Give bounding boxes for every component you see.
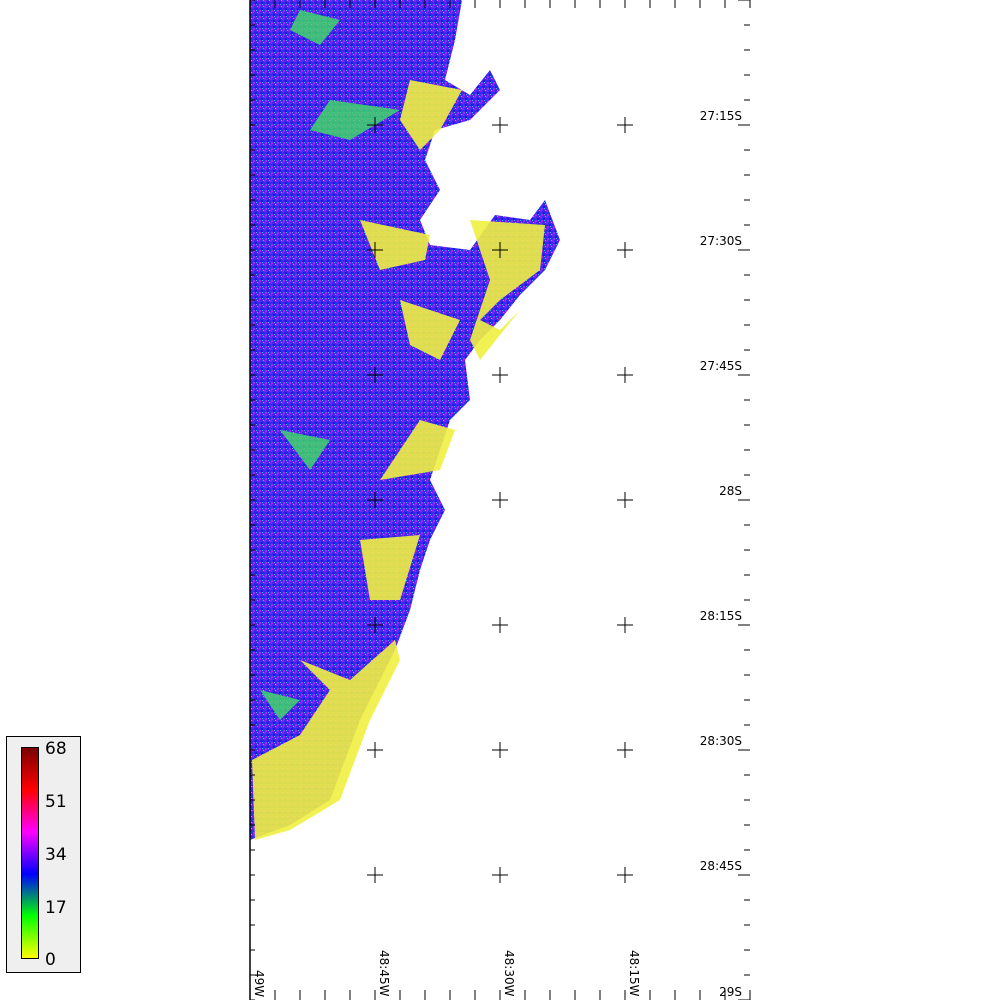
legend-tick-17: 17 [45,898,67,918]
lat-label-27-15: 27:15S [700,109,742,123]
lat-label-29: 29S [719,985,742,999]
legend-colorbar [21,747,39,959]
lon-label-49w: 49W [252,970,266,997]
lat-label-27-30: 27:30S [700,234,742,248]
lon-label-48-30w: 48:30W [502,950,516,997]
land-region [250,0,560,840]
lon-label-48-15w: 48:15W [627,950,641,997]
lat-label-28-30: 28:30S [700,734,742,748]
lon-ticks [249,0,751,1000]
lat-ticks [250,0,750,1000]
legend-tick-51: 51 [45,792,67,812]
legend-tick-0: 0 [45,950,56,970]
color-legend: 68 51 34 17 0 [6,736,81,973]
lat-label-28-15: 28:15S [700,609,742,623]
legend-tick-68: 68 [45,739,67,759]
lat-label-28-45: 28:45S [700,859,742,873]
grid-crosses [367,117,633,883]
lat-label-27-45: 27:45S [700,359,742,373]
lat-label-28: 28S [719,484,742,498]
coastal-lowland [252,80,545,840]
lon-label-48-45w: 48:45W [377,950,391,997]
legend-tick-34: 34 [45,845,67,865]
